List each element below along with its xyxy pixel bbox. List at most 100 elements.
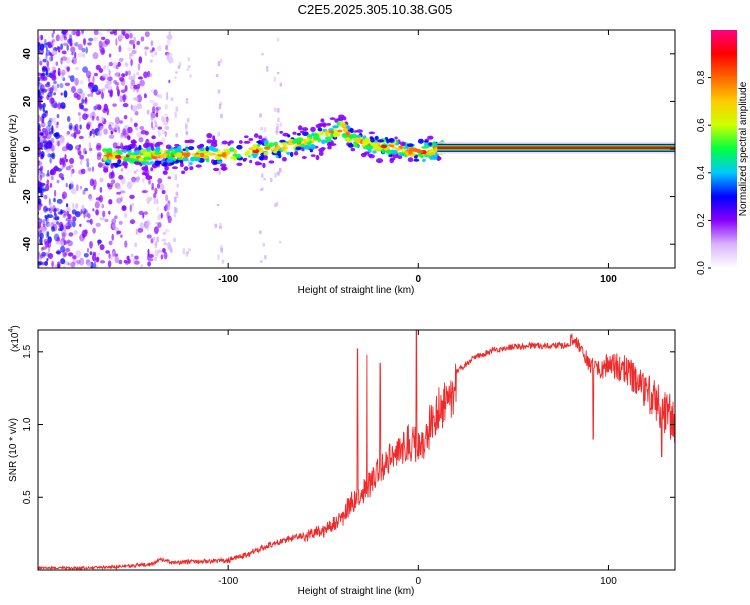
- heatmap-noise-cell: [69, 125, 73, 130]
- heatmap-noise-cell: [147, 261, 152, 267]
- heatmap-ridge-cell: [222, 152, 227, 158]
- heatmap-noise-cell: [65, 143, 70, 150]
- heatmap-noise-cell: [80, 92, 86, 99]
- heatmap-ridge-cell: [320, 139, 326, 144]
- heatmap-noise-cell: [61, 191, 68, 199]
- heatmap-ridge-cell: [183, 166, 189, 171]
- heatmap-noise-cell: [74, 77, 79, 86]
- heatmap-streak-cell: [277, 108, 280, 113]
- heatmap-noise-cell: [78, 150, 82, 156]
- heatmap-ridge-cell: [324, 133, 330, 136]
- heatmap-noise-cell: [65, 217, 71, 222]
- heatmap-ridge-cell: [337, 129, 343, 133]
- heatmap-noise-cell: [48, 117, 53, 123]
- heatmap-noise-cell: [151, 54, 155, 58]
- heatmap-noise-cell: [87, 167, 92, 172]
- heatmap-ridge-cell: [243, 140, 251, 144]
- heatmap-noise-cell: [150, 40, 154, 47]
- heatmap-noise-cell: [114, 116, 120, 125]
- heatmap-noise-cell: [164, 125, 170, 131]
- heatmap-ridge-cell: [103, 167, 109, 173]
- heatmap-noise-cell: [97, 162, 103, 168]
- heatmap-streak-cell: [170, 248, 173, 253]
- heatmap-streak-cell: [175, 191, 179, 195]
- heatmap-ridge-cell: [385, 149, 392, 155]
- heatmap-noise-cell: [63, 265, 66, 268]
- heatmap-noise-cell: [118, 57, 124, 62]
- heatmap-streak-cell: [175, 106, 178, 112]
- heatmap-noise-cell: [38, 82, 43, 89]
- heatmap-ridge-cell: [305, 138, 310, 143]
- heatmap-ridge-cell: [299, 130, 305, 134]
- heatmap-noise-cell: [91, 253, 97, 262]
- heatmap-noise-cell: [51, 260, 54, 268]
- heatmap-streak-cell: [259, 230, 262, 234]
- heatmap-ridge-cell: [320, 147, 326, 151]
- heatmap-noise-cell: [118, 45, 122, 53]
- heatmap-noise-cell: [61, 146, 68, 152]
- heatmap-noise-cell: [162, 248, 166, 253]
- heatmap-noise-cell: [41, 246, 47, 250]
- heatmap-noise-cell: [63, 90, 68, 98]
- heatmap-noise-cell: [54, 264, 58, 268]
- heatmap-streak-cell: [262, 242, 265, 247]
- spectrogram-y-label: Frequency (Hz): [8, 115, 19, 184]
- spectrogram-heatmap: [38, 30, 675, 268]
- spectrogram-y-tick-label: 20: [22, 95, 33, 107]
- heatmap-noise-cell: [87, 81, 94, 89]
- heatmap-ridge-cell: [309, 149, 313, 153]
- heatmap-streak-cell: [279, 168, 282, 173]
- heatmap-streak-cell: [177, 65, 181, 69]
- heatmap-ridge-cell: [436, 155, 441, 161]
- heatmap-noise-cell: [72, 255, 77, 260]
- heatmap-ridge-cell: [134, 150, 140, 156]
- heatmap-ridge-cell: [349, 133, 354, 139]
- heatmap-noise-cell: [136, 83, 141, 90]
- heatmap-noise-cell: [130, 116, 133, 123]
- heatmap-ridge-cell: [327, 145, 332, 150]
- heatmap-ridge-cell: [223, 148, 230, 152]
- heatmap-noise-cell: [153, 102, 158, 107]
- heatmap-noise-cell: [160, 212, 163, 219]
- heatmap-streak-cell: [132, 88, 136, 92]
- heatmap-noise-cell: [84, 99, 87, 103]
- heatmap-noise-cell: [41, 67, 48, 72]
- heatmap-ridge-cell: [102, 155, 107, 161]
- heatmap-noise-cell: [102, 73, 108, 79]
- heatmap-ridge-cell: [279, 139, 286, 143]
- spectrogram-y-ticks: -40 -20 0 20 40: [22, 48, 675, 251]
- heatmap-noise-cell: [47, 169, 50, 177]
- heatmap-noise-cell: [113, 31, 117, 36]
- heatmap-noise-cell: [65, 182, 68, 188]
- heatmap-ridge-cell: [295, 146, 302, 151]
- heatmap-noise-cell: [38, 221, 42, 229]
- heatmap-ridge-cell: [287, 142, 293, 146]
- heatmap-ridge-cell: [292, 131, 297, 135]
- heatmap-ridge-cell: [221, 140, 228, 145]
- heatmap-ridge-cell: [145, 151, 152, 155]
- heatmap-ridge-cell: [263, 155, 268, 161]
- heatmap-noise-cell: [79, 124, 82, 130]
- heatmap-ridge-cell: [121, 162, 129, 167]
- snr-multiplier-exp: 4: [8, 329, 15, 333]
- snr-x-ticks: -100 0 100: [218, 330, 617, 587]
- heatmap-streak-cell: [175, 71, 178, 74]
- heatmap-streak-cell: [156, 236, 159, 243]
- heatmap-ridge-cell: [380, 144, 387, 149]
- heatmap-noise-cell: [38, 76, 41, 82]
- heatmap-noise-cell: [152, 106, 156, 114]
- heatmap-streak-cell: [188, 160, 191, 167]
- heatmap-streak-cell: [279, 122, 282, 127]
- heatmap-noise-cell: [159, 183, 165, 191]
- heatmap-ridge-cell: [423, 145, 431, 148]
- heatmap-noise-cell: [96, 256, 100, 262]
- heatmap-noise-cell: [38, 122, 41, 131]
- heatmap-noise-cell: [96, 252, 101, 256]
- heatmap-noise-cell: [57, 140, 60, 147]
- heatmap-ridge-cell: [347, 143, 354, 148]
- heatmap-noise-cell: [120, 168, 124, 172]
- heatmap-streak-cell: [136, 180, 139, 183]
- heatmap-streak-cell: [220, 142, 224, 145]
- heatmap-noise-cell: [136, 103, 143, 110]
- heatmap-noise-cell: [38, 43, 41, 51]
